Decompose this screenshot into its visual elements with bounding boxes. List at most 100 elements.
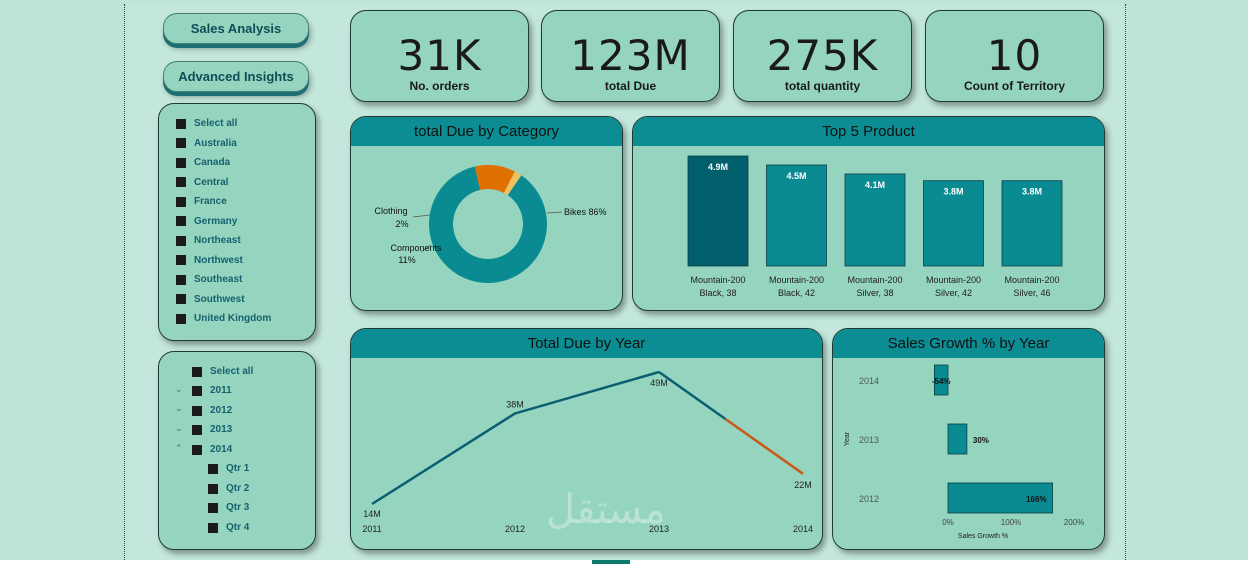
slicer-item-label: Southwest [194,293,245,305]
chevron-down-icon[interactable]: ⌄ [175,403,183,413]
slicer-item-label: Select all [194,118,238,129]
checkbox[interactable] [176,216,186,226]
bar[interactable] [844,173,906,267]
territory-select-all[interactable]: Select all [176,118,237,129]
checkbox[interactable] [208,483,218,494]
chart-title: Sales Growth % by Year [833,329,1104,358]
bar[interactable] [687,155,749,267]
point-data-label: 14M [363,509,381,519]
kpi-card-orders: 31K No. orders [350,10,529,102]
line-segment-decline[interactable] [724,417,804,475]
page-tab[interactable] [592,560,630,564]
top5-product-card: Top 5 Product 4.9M Mountain-200 Black, 38 4… [632,116,1105,311]
checkbox[interactable] [208,502,218,513]
category-label: Silver, 38 [856,288,893,298]
sales-growth-card: Sales Growth % by Year 2014 -54% 2013 30% 20… [832,328,1105,550]
donut-slice-components[interactable] [474,165,515,193]
slice-label: 2% [395,219,408,229]
bar-data-label: 3.8M [943,187,963,197]
bar[interactable] [766,164,827,267]
slicer-item-label: 2012 [210,405,233,416]
bar[interactable] [923,180,984,267]
checkbox[interactable] [192,405,202,416]
bar-data-label: 166% [1026,495,1046,504]
slicer-item-label: Qtr 1 [226,463,250,474]
slicer-item-label: Canada [194,157,231,168]
slicer-item-quarter[interactable]: Qtr 1 [208,463,249,474]
x-tick-label: 2014 [793,524,813,534]
slicer-item-territory[interactable]: Southwest [176,294,245,305]
slicer-item-territory[interactable]: Australia [176,138,237,149]
checkbox[interactable] [176,235,186,246]
checkbox[interactable] [176,196,186,207]
checkbox[interactable] [208,463,218,474]
checkbox[interactable] [176,118,186,129]
slice-label: Components [390,243,442,253]
checkbox[interactable] [192,385,202,396]
category-label: Mountain-200 [1004,275,1059,285]
bar-data-label: -54% [932,377,951,386]
slicer-item-label: 2013 [210,424,233,435]
kpi-label: total Due [604,79,657,93]
chart-title: Top 5 Product [633,117,1104,146]
slicer-item-label: 2011 [210,385,232,396]
kpi-label: No. orders [409,79,470,93]
slicer-item-territory[interactable]: Germany [176,216,237,227]
x-tick-label: 0% [942,518,954,527]
slicer-item-quarter[interactable]: Qtr 4 [208,522,249,533]
checkbox[interactable] [176,313,186,324]
slicer-item-territory[interactable]: France [176,196,227,207]
checkbox[interactable] [176,157,186,168]
checkbox[interactable] [192,424,202,435]
slicer-item-label: Qtr 3 [226,502,250,513]
chevron-down-icon[interactable]: ⌄ [175,384,183,394]
donut-slice-bikes[interactable] [429,166,547,283]
checkbox[interactable] [176,138,186,148]
checkbox[interactable] [176,177,186,187]
bar[interactable] [1001,180,1063,267]
sales-analysis-button[interactable]: Sales Analysis [163,13,309,44]
leader-line [412,214,431,218]
category-label: Black, 38 [699,288,736,298]
bar-data-label: 30% [973,436,989,445]
checkbox[interactable] [192,444,202,455]
slicer-item-year[interactable]: 2014 [192,444,232,455]
slicer-item-year[interactable]: 2011 [192,385,232,396]
kpi-label: Count of Territory [963,79,1066,93]
growth-bar[interactable] [947,482,1053,514]
donut-slice-clothing[interactable] [503,171,522,196]
slicer-item-label: Northeast [194,235,241,246]
slicer-item-territory[interactable]: United Kingdom [176,313,271,324]
growth-bar[interactable] [933,364,949,396]
chevron-up-icon[interactable]: ⌃ [175,443,183,453]
checkbox[interactable] [192,366,202,377]
slicer-item-year[interactable]: 2012 [192,405,232,416]
chevron-down-icon[interactable]: ⌄ [175,423,183,433]
date-select-all[interactable]: Select all [192,366,253,377]
slicer-item-territory[interactable]: Southeast [176,274,242,285]
slicer-item-quarter[interactable]: Qtr 2 [208,483,249,494]
leader-line [420,244,432,253]
slicer-item-year[interactable]: 2013 [192,424,232,435]
chart-title: total Due by Category [351,117,622,146]
checkbox[interactable] [208,522,218,533]
checkbox[interactable] [176,255,186,265]
x-tick-label: 200% [1064,518,1084,527]
slicer-item-label: Select all [210,366,254,377]
line-series[interactable] [371,370,660,506]
growth-bar[interactable] [947,423,968,455]
line-chart: 14M 38M 49M 22M 2011 2012 2013 2014 [362,370,813,534]
slicer-item-territory[interactable]: Central [176,177,228,188]
territory-slicer: Select all Australia Canada Central France Ge… [158,103,316,341]
slicer-item-territory[interactable]: Canada [176,157,230,168]
line-segment[interactable] [658,370,726,420]
slicer-item-territory[interactable]: Northwest [176,255,243,266]
checkbox[interactable] [176,294,186,304]
kpi-value: 31K [397,31,482,80]
bar-data-label: 4.9M [708,162,728,172]
slicer-item-quarter[interactable]: Qtr 3 [208,502,249,513]
checkbox[interactable] [176,274,186,285]
advanced-insights-button[interactable]: Advanced Insights [163,61,309,92]
slicer-item-territory[interactable]: Northeast [176,235,241,246]
x-tick-label: 2012 [505,524,525,534]
